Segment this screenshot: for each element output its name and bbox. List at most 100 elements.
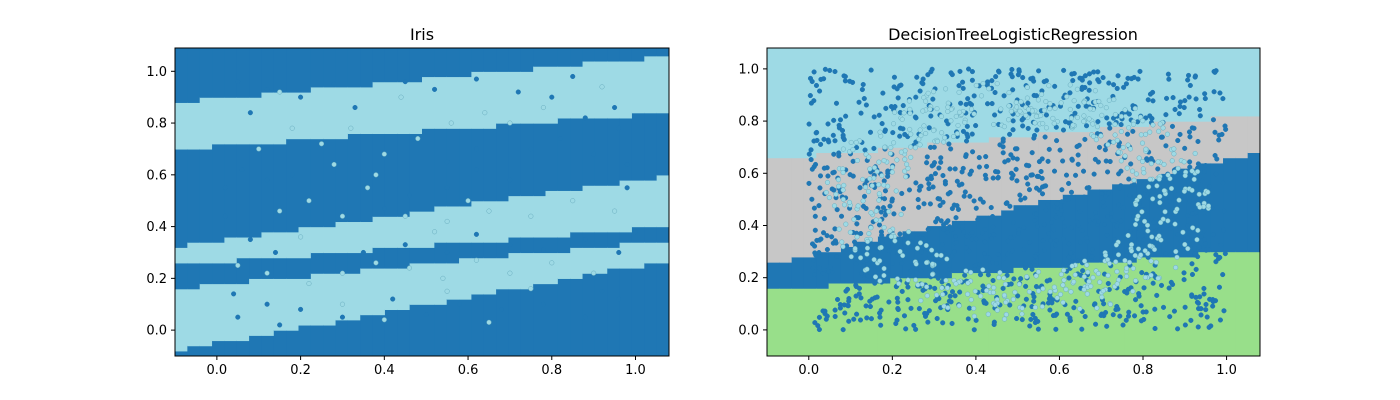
data-point bbox=[1210, 303, 1216, 309]
data-point bbox=[1195, 161, 1201, 167]
data-point bbox=[1051, 168, 1058, 174]
data-point bbox=[1137, 236, 1143, 242]
data-point bbox=[1154, 183, 1160, 189]
data-point bbox=[1191, 245, 1198, 251]
data-point bbox=[838, 213, 845, 219]
data-point bbox=[1003, 200, 1009, 206]
data-point bbox=[966, 248, 972, 254]
data-point bbox=[912, 114, 918, 120]
data-point bbox=[897, 231, 903, 237]
data-point bbox=[1132, 105, 1138, 112]
data-point bbox=[1032, 259, 1038, 265]
data-point bbox=[582, 314, 588, 320]
data-point bbox=[1016, 281, 1022, 287]
data-point bbox=[1034, 185, 1040, 191]
region-cell bbox=[1149, 48, 1162, 122]
data-point bbox=[1013, 99, 1019, 106]
data-point bbox=[1149, 234, 1155, 240]
data-point bbox=[860, 176, 866, 182]
region-cell bbox=[434, 128, 448, 207]
data-point bbox=[570, 73, 576, 80]
data-point bbox=[1093, 137, 1099, 143]
data-point bbox=[1197, 204, 1203, 210]
region-cell bbox=[508, 236, 522, 254]
data-point bbox=[1071, 70, 1077, 77]
region-cell bbox=[545, 283, 559, 356]
data-point bbox=[1073, 172, 1079, 178]
data-point bbox=[891, 211, 897, 217]
data-point bbox=[1092, 88, 1098, 94]
data-point bbox=[832, 226, 838, 232]
data-point bbox=[1023, 162, 1030, 168]
data-point bbox=[1126, 176, 1132, 182]
data-point bbox=[1075, 152, 1081, 158]
data-point bbox=[925, 226, 931, 232]
region-cell bbox=[212, 143, 225, 243]
data-point bbox=[1039, 175, 1045, 181]
data-point bbox=[888, 145, 894, 151]
region-cell bbox=[1062, 131, 1076, 195]
data-point bbox=[919, 249, 925, 255]
data-point bbox=[247, 236, 253, 243]
y-tick-label: 0.0 bbox=[146, 324, 167, 339]
region-cell bbox=[323, 273, 337, 326]
data-point bbox=[842, 310, 848, 316]
data-point bbox=[1146, 184, 1152, 190]
data-point bbox=[1088, 283, 1094, 289]
data-point bbox=[876, 197, 882, 203]
region-cell bbox=[570, 66, 584, 119]
data-point bbox=[831, 151, 837, 157]
data-point bbox=[990, 289, 996, 296]
data-point bbox=[1009, 66, 1015, 73]
data-point bbox=[1212, 69, 1218, 75]
data-point bbox=[486, 319, 492, 325]
region-cell bbox=[286, 231, 300, 259]
data-point bbox=[964, 138, 970, 144]
data-point bbox=[1028, 76, 1034, 82]
data-point bbox=[874, 169, 880, 175]
data-point bbox=[979, 230, 985, 236]
data-point bbox=[901, 313, 908, 319]
region-cell bbox=[298, 92, 312, 140]
data-point bbox=[1004, 272, 1010, 278]
region-cell bbox=[397, 48, 411, 83]
data-point bbox=[1131, 177, 1137, 183]
data-point bbox=[845, 302, 851, 308]
data-point bbox=[952, 166, 958, 172]
data-point bbox=[853, 283, 859, 290]
data-point bbox=[1177, 131, 1183, 137]
data-point bbox=[1025, 106, 1032, 112]
data-point bbox=[1113, 223, 1120, 229]
data-point bbox=[1140, 118, 1146, 124]
data-point bbox=[1071, 279, 1077, 285]
data-point bbox=[1128, 161, 1134, 167]
y-tick-label: 0.4 bbox=[146, 220, 167, 235]
data-point bbox=[995, 251, 1001, 257]
data-point bbox=[877, 278, 883, 284]
data-point bbox=[540, 301, 546, 307]
region-cell bbox=[384, 216, 398, 248]
data-point bbox=[854, 157, 860, 164]
data-point bbox=[949, 320, 955, 327]
region-cell bbox=[323, 48, 337, 88]
data-point bbox=[1204, 314, 1210, 320]
region-cell bbox=[236, 143, 250, 238]
data-point bbox=[843, 288, 849, 294]
data-point bbox=[895, 95, 901, 101]
region-cell bbox=[828, 282, 842, 356]
region-cell bbox=[767, 288, 780, 356]
data-point bbox=[940, 172, 946, 179]
data-point bbox=[1196, 191, 1202, 197]
data-point bbox=[1167, 314, 1173, 320]
data-point bbox=[1054, 205, 1060, 211]
region-cell bbox=[298, 324, 312, 356]
data-point bbox=[858, 255, 864, 261]
region-cell bbox=[1235, 251, 1249, 356]
data-point bbox=[902, 156, 908, 162]
data-point bbox=[1070, 77, 1076, 84]
region-cell bbox=[557, 236, 571, 254]
data-point bbox=[892, 238, 898, 244]
data-point bbox=[980, 283, 986, 289]
data-point bbox=[1127, 193, 1133, 199]
data-point bbox=[1124, 252, 1130, 258]
